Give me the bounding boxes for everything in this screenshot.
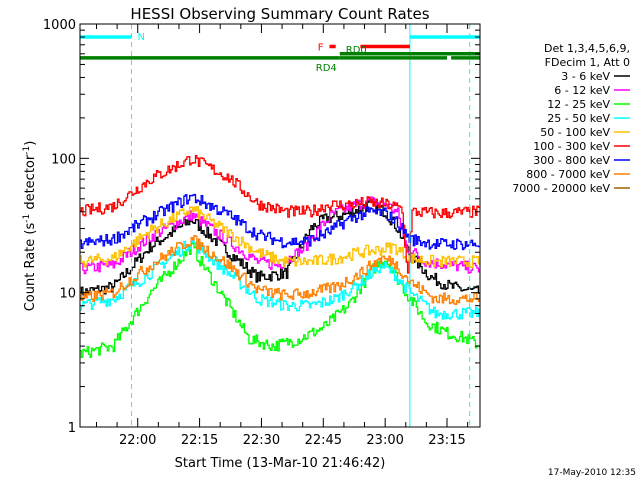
y-tick-label: 1000 — [43, 18, 76, 33]
series-line — [80, 193, 480, 251]
plot-area: N F RD0 RD4 — [80, 24, 480, 427]
plot-frame — [79, 23, 481, 428]
y-axis-label-main: Count Rate (s — [23, 223, 38, 312]
y-axis-label-sup1: -1 — [22, 214, 32, 223]
flag-bar-label: RD0 — [346, 45, 367, 56]
legend-entry-label: 800 - 7000 keV — [526, 168, 610, 181]
legend-entry-label: 300 - 800 keV — [533, 154, 610, 167]
x-axis-label: Start Time (13-Mar-10 21:46:42) — [175, 456, 386, 471]
x-axis: 22:00 22:15 22:30 22:45 23:00 23:15 — [95, 24, 469, 448]
legend-header-line: FDecim 1, Att 0 — [545, 56, 630, 69]
flag-bar-label: RD4 — [316, 63, 337, 74]
legend-entry-label: 7000 - 20000 keV — [512, 182, 610, 195]
y-axis-label: Count Rate (s-1 detector-1) — [22, 141, 38, 312]
legend-entry-label: 25 - 50 keV — [547, 112, 610, 125]
x-tick-label: 22:00 — [119, 433, 156, 448]
legend-entry-label: 50 - 100 keV — [540, 126, 610, 139]
y-tick-label: 1 — [68, 421, 76, 436]
series-line — [80, 154, 480, 274]
series-line — [80, 242, 480, 359]
legend-entry-label: 12 - 25 keV — [547, 98, 610, 111]
y-axis-label-end: ) — [23, 141, 38, 146]
x-tick-label: 23:00 — [366, 433, 403, 448]
legend-entry-label: 6 - 12 keV — [554, 84, 610, 97]
series-line — [80, 196, 480, 275]
series-line — [80, 235, 480, 305]
y-axis: 1 10 100 1000 — [43, 18, 480, 436]
flag-bar-label: F — [318, 42, 324, 53]
chart-title: HESSI Observing Summary Count Rates — [130, 5, 429, 23]
x-tick-label: 23:15 — [428, 433, 465, 448]
footer-date: 17-May-2010 12:35 — [548, 468, 636, 478]
series-line — [80, 239, 480, 320]
series-group — [80, 154, 480, 359]
x-tick-label: 22:30 — [243, 433, 280, 448]
y-axis-label-mid: detector — [23, 154, 38, 214]
series-line — [80, 206, 480, 269]
x-tick-label: 22:45 — [305, 433, 342, 448]
legend-header-line: Det 1,3,4,5,6,9, — [544, 42, 630, 55]
flag-bar-label: N — [138, 32, 145, 43]
legend: Det 1,3,4,5,6,9,FDecim 1, Att 03 - 6 keV… — [512, 42, 630, 195]
legend-entry-label: 3 - 6 keV — [561, 70, 610, 83]
y-tick-label: 10 — [59, 287, 76, 302]
x-tick-label: 22:15 — [181, 433, 218, 448]
legend-entry-label: 100 - 300 keV — [533, 140, 610, 153]
y-axis-label-sup2: -1 — [22, 146, 32, 155]
y-tick-label: 100 — [51, 152, 76, 167]
